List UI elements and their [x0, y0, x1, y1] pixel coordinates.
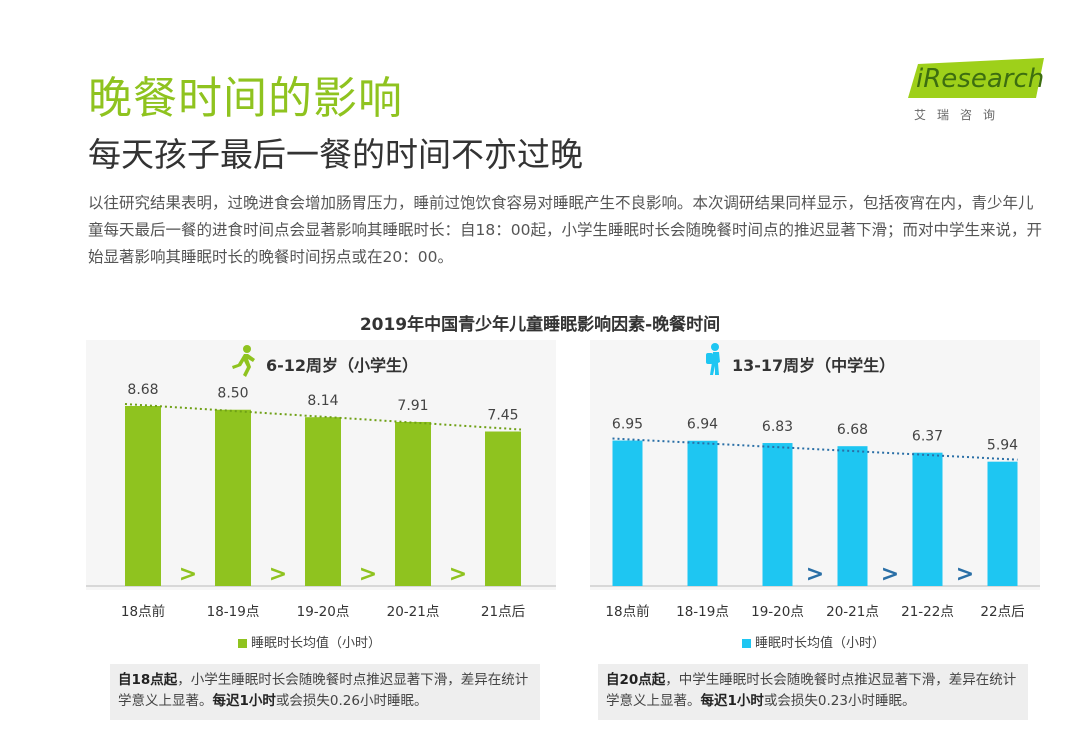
note-text: ，中学生睡眠时长会随晚餐时点推迟显著下滑，差异在统计学意义上显著。	[606, 672, 1017, 709]
legend-swatch	[742, 639, 751, 648]
trendline	[612, 437, 1018, 461]
primary-school-plot: 8.68 8.50 8.14 7.91 7.45 > > > >	[86, 382, 556, 587]
note-bold-2: 每迟1小时	[212, 693, 276, 709]
value-label: 6.68	[837, 422, 868, 438]
bar	[125, 406, 161, 586]
page-subtitle: 每天孩子最后一餐的时间不亦过晚	[88, 135, 583, 174]
note-bold: 自18点起	[118, 672, 178, 688]
logo-text: iResearch	[916, 64, 1045, 94]
legend-label: 睡眠时长均值（小时）	[251, 636, 382, 651]
value-label: 8.14	[307, 393, 338, 409]
decline-chevron-icon: >	[806, 562, 824, 587]
category-label: 20-21点	[826, 604, 879, 620]
note-bold: 自20点起	[606, 672, 666, 688]
running-student-icon	[232, 345, 255, 377]
value-label: 8.50	[217, 386, 248, 402]
category-label: 18点前	[120, 604, 166, 620]
trendline	[124, 403, 522, 431]
category-label: 18-19点	[206, 604, 260, 620]
category-label: 20-21点	[386, 604, 440, 620]
decline-chevron-icon: >	[269, 562, 287, 587]
note-primary: 自18点起，小学生睡眠时长会随晚餐时点推迟显著下滑，差异在统计学意义上显著。每迟…	[110, 664, 540, 720]
middle-school-plot: 6.95 6.94 6.83 6.68 6.37 5.94 > > >	[590, 417, 1040, 587]
category-label: 19-20点	[296, 604, 350, 620]
logo-shape-icon	[908, 58, 1044, 98]
chart-panel-bg	[590, 340, 1040, 590]
value-label: 7.45	[487, 408, 518, 424]
bar	[762, 443, 793, 586]
value-label: 6.83	[762, 419, 793, 435]
group-title-middle: 13-17周岁（中学生）	[732, 356, 896, 375]
bar	[687, 440, 718, 586]
decline-chevron-icon: >	[956, 562, 974, 587]
iresearch-logo: iResearch 艾瑞咨询	[908, 58, 1048, 128]
page-title: 晚餐时间的影响	[88, 73, 403, 124]
legend-primary: 睡眠时长均值（小时）	[238, 632, 381, 651]
value-label: 6.94	[687, 417, 718, 433]
note-bold-2: 每迟1小时	[700, 693, 764, 709]
value-label: 7.91	[397, 398, 428, 414]
bar	[912, 452, 943, 586]
decline-chevron-icon: >	[449, 562, 467, 587]
intro-paragraph: 以往研究结果表明，过晚进食会增加肠胃压力，睡前过饱饮食容易对睡眠产生不良影响。本…	[88, 194, 1042, 266]
bar	[485, 431, 521, 586]
bar	[305, 417, 341, 586]
decline-chevron-icon: >	[179, 562, 197, 587]
group-title-primary: 6-12周岁（小学生）	[266, 356, 419, 375]
category-label: 18点前	[605, 604, 650, 620]
category-label: 22点后	[980, 604, 1025, 620]
legend-middle: 睡眠时长均值（小时）	[742, 632, 885, 651]
value-label: 6.37	[912, 429, 943, 445]
legend-label: 睡眠时长均值（小时）	[755, 636, 886, 651]
category-label: 19-20点	[751, 604, 804, 620]
chart-title: 2019年中国青少年儿童睡眠影响因素-晚餐时间	[359, 315, 721, 335]
bar	[612, 440, 643, 586]
value-label: 8.68	[127, 382, 158, 398]
bar	[987, 461, 1018, 586]
note-text: ，小学生睡眠时长会随晚餐时点推迟显著下滑，差异在统计学意义上显著。	[118, 672, 529, 709]
note-text-2: 或会损失0.26小时睡眠。	[275, 693, 428, 709]
legend-swatch	[238, 639, 247, 648]
value-label: 5.94	[987, 438, 1018, 454]
category-label: 21点后	[480, 604, 526, 620]
decline-chevron-icon: >	[359, 562, 377, 587]
category-label: 21-22点	[901, 604, 954, 620]
bar	[215, 409, 251, 586]
value-label: 6.95	[612, 417, 643, 433]
decline-chevron-icon: >	[881, 562, 899, 587]
note-middle: 自20点起，中学生睡眠时长会随晚餐时点推迟显著下滑，差异在统计学意义上显著。每迟…	[598, 664, 1028, 720]
bar	[837, 446, 868, 586]
logo-subtext: 艾瑞咨询	[914, 108, 1007, 122]
category-label: 18-19点	[676, 604, 729, 620]
bar	[395, 421, 431, 586]
note-text-2: 或会损失0.23小时睡眠。	[763, 693, 916, 709]
walking-student-icon	[706, 343, 720, 375]
